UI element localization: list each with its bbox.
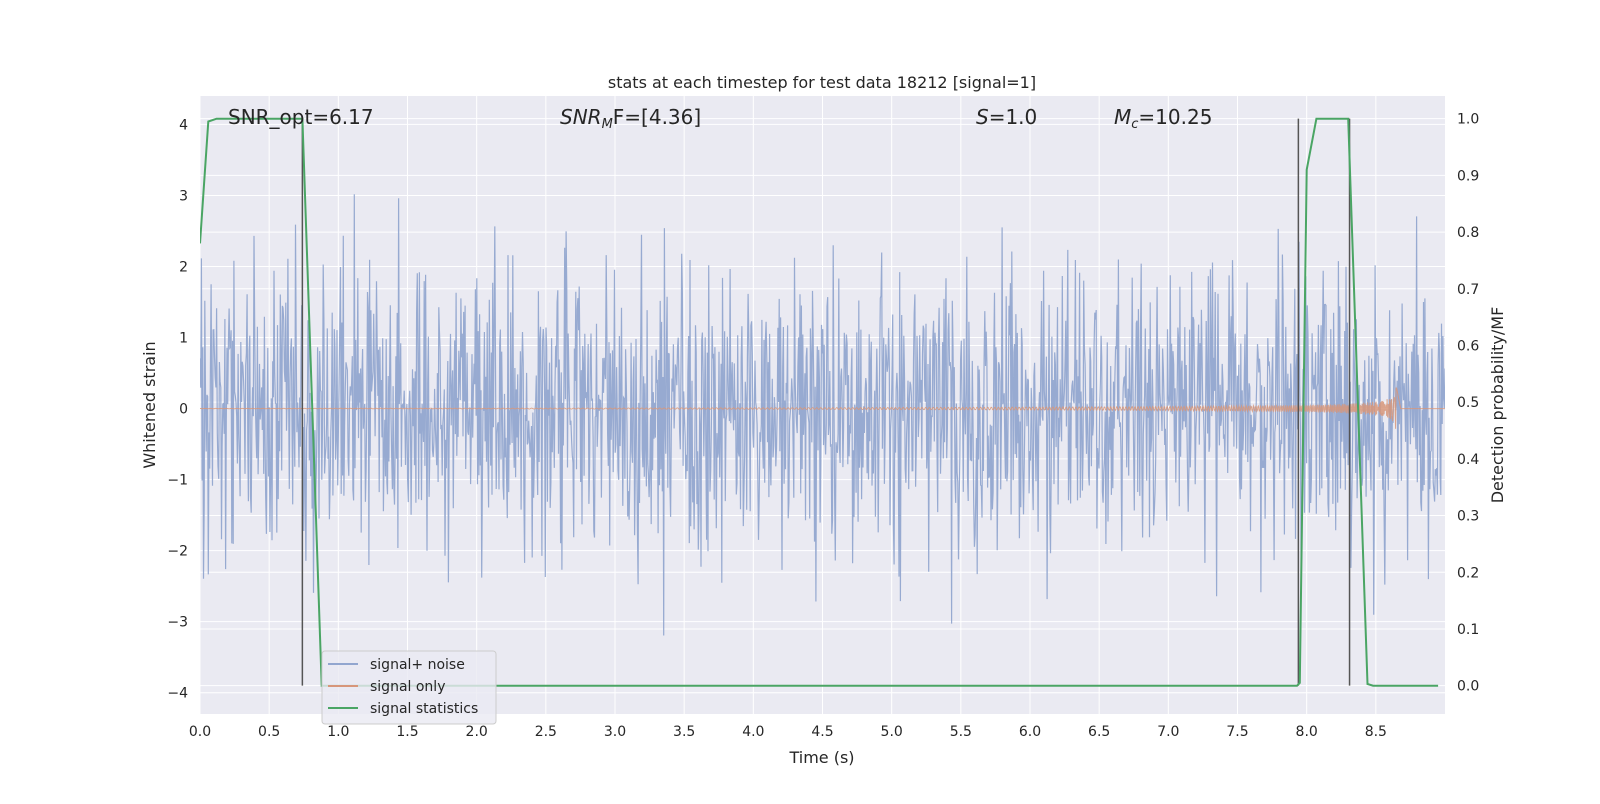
x-tick-label: 4.5 — [811, 724, 833, 740]
y-tick-label: −2 — [167, 544, 188, 560]
annotation-snr-opt: SNR_opt=6.17 — [228, 105, 374, 129]
legend: signal+ noise signal only signal statist… — [321, 650, 497, 725]
y-tick-label-right: 0.1 — [1457, 622, 1479, 638]
x-tick-label: 5.5 — [950, 724, 972, 740]
x-tick-label: 2.0 — [466, 724, 488, 740]
legend-label-signal-only: signal only — [370, 679, 445, 695]
x-tick-label: 0.5 — [258, 724, 280, 740]
x-axis-label: Time (s) — [788, 748, 854, 767]
vertical-marker-lines — [301, 118, 1351, 686]
y-tick-label: 0 — [179, 402, 188, 418]
y-tick-label: 3 — [179, 188, 188, 204]
legend-box — [321, 650, 497, 725]
signal-noise-series — [200, 194, 1445, 636]
y-tick-label-right: 0.2 — [1457, 565, 1479, 581]
x-tick-label: 1.0 — [327, 724, 349, 740]
x-tick-label: 3.5 — [673, 724, 695, 740]
y-tick-label: −3 — [167, 615, 188, 631]
annotation-mc: Mc=10.25 — [1114, 105, 1212, 132]
y-tick-label-right: 0.8 — [1457, 225, 1479, 241]
signal-only-series — [200, 387, 1445, 429]
y-tick-label-right: 0.9 — [1457, 168, 1479, 184]
x-tick-label: 8.0 — [1296, 724, 1318, 740]
signal-statistics-series — [200, 117, 1439, 687]
x-tick-label: 7.5 — [1226, 724, 1248, 740]
tick-labels: 0.0 0.5 1.0 1.5 2.0 2.5 3.0 3.5 4.0 4.5 5.0 5.5 6.0 6… — [167, 112, 1479, 740]
x-tick-label: 0.0 — [189, 724, 211, 740]
y-tick-label-right: 0.0 — [1457, 679, 1479, 695]
chart-title: stats at each timestep for test data 182… — [608, 73, 1036, 92]
x-tick-label: 3.0 — [604, 724, 626, 740]
annotation-snr-mf: SNRMF=[4.36] — [560, 105, 701, 132]
y-tick-label-right: 0.4 — [1457, 452, 1479, 468]
x-tick-label: 6.0 — [1019, 724, 1041, 740]
signal-only-line — [200, 387, 1445, 429]
y-tick-label: 4 — [179, 117, 188, 133]
y-tick-label: −4 — [167, 686, 188, 702]
x-tick-label: 2.5 — [535, 724, 557, 740]
x-tick-label: 1.5 — [396, 724, 418, 740]
x-tick-label: 7.0 — [1157, 724, 1179, 740]
y-tick-label: 1 — [179, 331, 188, 347]
x-tick-label: 8.5 — [1365, 724, 1387, 740]
y-tick-label: −1 — [167, 473, 188, 489]
y-tick-label-right: 0.5 — [1457, 395, 1479, 411]
y-tick-label-right: 0.7 — [1457, 282, 1479, 298]
y-axis-label-right: Detection probability/MF — [1488, 307, 1507, 504]
signal-noise-line — [200, 194, 1445, 636]
annotation-s: S=1.0 — [976, 105, 1037, 129]
y-axis-label: Whitened strain — [140, 341, 159, 468]
x-tick-label: 4.0 — [742, 724, 764, 740]
legend-label-signal-noise: signal+ noise — [370, 657, 465, 673]
y-tick-label-right: 0.3 — [1457, 509, 1479, 525]
y-tick-label-right: 0.6 — [1457, 338, 1479, 354]
y-tick-label: 2 — [179, 259, 188, 275]
x-tick-label: 5.0 — [881, 724, 903, 740]
signal-statistics-line — [200, 117, 1439, 687]
x-tick-label: 6.5 — [1088, 724, 1110, 740]
legend-label-signal-statistics: signal statistics — [370, 701, 478, 717]
y-tick-label-right: 1.0 — [1457, 112, 1479, 128]
